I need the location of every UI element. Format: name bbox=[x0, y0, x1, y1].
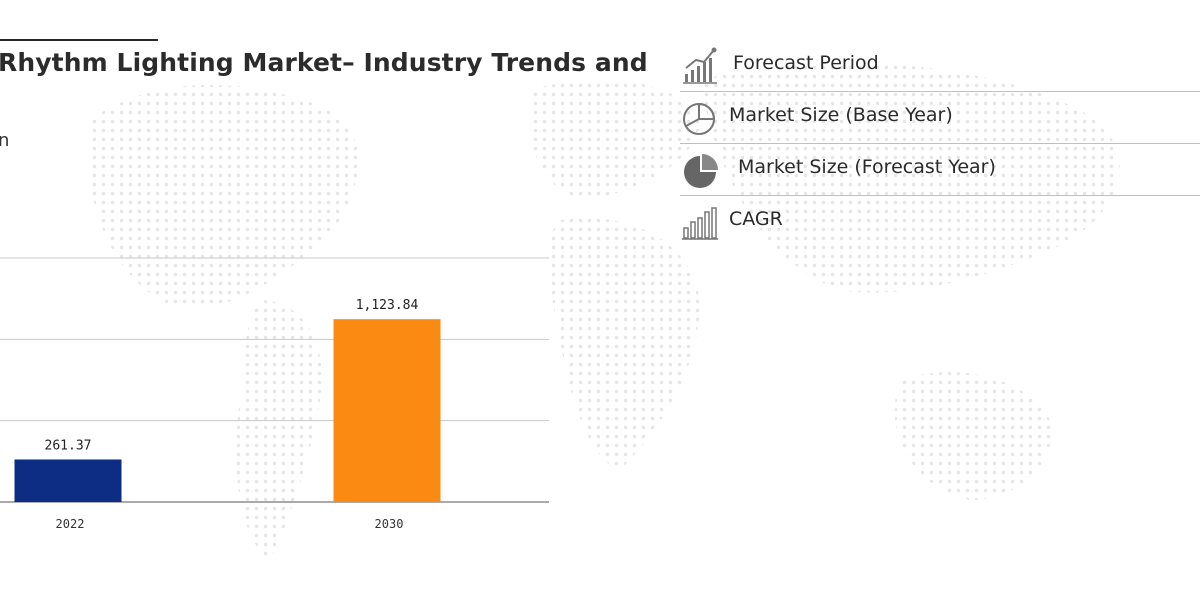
market-size-base-row: Market Size (Base Year) bbox=[680, 92, 1200, 144]
cagr-label: CAGR bbox=[729, 208, 783, 230]
pie-filled-icon bbox=[684, 154, 718, 188]
stats-panel: Forecast Period Market Size (Base Year) … bbox=[680, 40, 1200, 248]
bar-chart-icon bbox=[682, 207, 718, 240]
forecast-period-row: Forecast Period bbox=[680, 40, 1200, 92]
cagr-row: CAGR bbox=[680, 196, 1200, 248]
bar-2022 bbox=[14, 459, 122, 502]
row-divider bbox=[680, 91, 1200, 92]
pie-outline-icon bbox=[683, 102, 716, 135]
market-size-base-label: Market Size (Base Year) bbox=[729, 104, 953, 126]
title-rule bbox=[0, 39, 158, 41]
bar-chart: 261.37 2022 1,123.84 2030 bbox=[0, 257, 549, 531]
market-size-forecast-label: Market Size (Forecast Year) bbox=[738, 156, 996, 178]
forecast-period-label: Forecast Period bbox=[733, 52, 879, 74]
growth-chart-icon bbox=[683, 47, 717, 84]
data-label-2030: 1,123.84 bbox=[356, 298, 419, 313]
data-label-2022: 261.37 bbox=[45, 438, 92, 453]
market-size-forecast-row: Market Size (Forecast Year) bbox=[680, 144, 1200, 196]
row-divider bbox=[680, 195, 1200, 196]
row-divider bbox=[680, 143, 1200, 144]
x-tick-label-2030: 2030 bbox=[375, 517, 404, 531]
chart-title: Rhythm Lighting Market– Industry Trends … bbox=[0, 48, 648, 77]
x-tick-label-2022: 2022 bbox=[56, 517, 85, 531]
bar-2030 bbox=[333, 319, 441, 502]
chart-subtitle: n bbox=[0, 130, 10, 151]
